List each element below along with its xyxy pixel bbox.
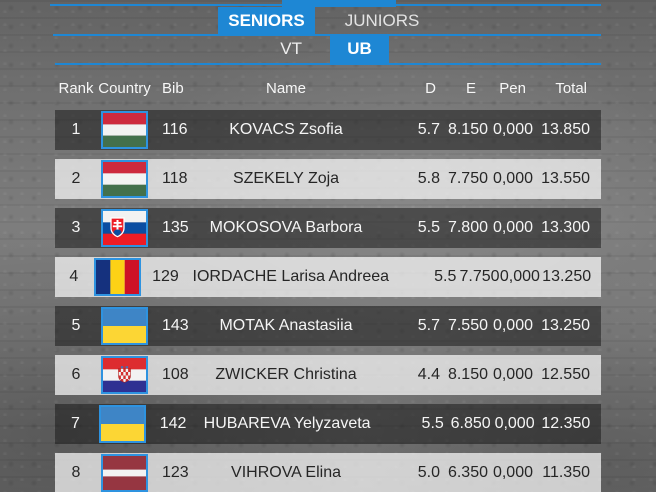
country-cell (97, 307, 152, 345)
tab-ub[interactable]: UB (330, 35, 389, 63)
table-row[interactable]: 1 116 KOVACS Zsofia 5.7 8.150 0,000 13.8… (55, 110, 601, 150)
pen-cell: 0,000 (492, 317, 533, 334)
name-cell: SZEKELY Zoja (232, 170, 340, 187)
ukraine-flag-icon (101, 307, 148, 345)
total-cell: 13.250 (541, 317, 590, 334)
e-score-cell: 8.150 (447, 121, 488, 138)
category-divider-line (53, 34, 601, 36)
rank-cell: 7 (71, 415, 80, 432)
header-rank: Rank (58, 79, 94, 97)
pen-cell: 0,000 (492, 464, 533, 481)
bib-cell: 143 (162, 317, 189, 334)
e-score-cell: 6.850 (450, 415, 491, 432)
country-cell (97, 454, 152, 492)
country-cell (97, 111, 152, 149)
rank-cell: 8 (71, 464, 81, 481)
e-score-cell: 7.800 (447, 219, 488, 236)
pen-cell: 0,000 (492, 170, 533, 187)
ukraine-flag-icon (99, 405, 147, 443)
country-cell (97, 209, 152, 247)
romania-flag-icon (93, 258, 141, 296)
hungary-flag-icon (101, 160, 148, 198)
croatia-flag-icon (101, 356, 148, 394)
header-name: Name (265, 79, 306, 97)
hungary-flag-icon (101, 111, 148, 149)
apparatus-divider-line (55, 63, 601, 65)
pen-cell: 0,000 (494, 415, 535, 432)
bib-cell: 118 (162, 170, 188, 187)
d-score-cell: 4.4 (417, 366, 440, 383)
table-row[interactable]: 8 123 VIHROVA Elina 5.0 6.350 0,000 11.3… (55, 453, 601, 492)
total-cell: 12.350 (541, 415, 591, 432)
header-country: Country (98, 79, 151, 97)
bib-cell: 135 (162, 219, 189, 236)
header-d-score: D (425, 79, 436, 97)
tab-vt[interactable]: VT (280, 39, 302, 58)
top-tab-remnant[interactable] (282, 0, 396, 7)
table-header-row: Rank Country Bib Name D E Pen Total (55, 76, 601, 100)
bib-cell: 116 (162, 121, 188, 138)
d-score-cell: 5.7 (417, 317, 440, 334)
rank-cell: 3 (71, 219, 81, 236)
rank-cell: 6 (71, 366, 81, 383)
table-row[interactable]: 5 143 MOTAK Anastasiia 5.7 7.550 0,000 1… (55, 306, 601, 346)
total-cell: 13.550 (541, 170, 590, 187)
e-score-cell: 8.150 (447, 366, 488, 383)
country-cell (96, 405, 150, 443)
e-score-cell: 7.750 (459, 268, 500, 285)
name-cell: ZWICKER Christina (215, 366, 357, 383)
d-score-cell: 5.5 (421, 415, 444, 432)
pen-cell: 0,000 (499, 268, 540, 285)
rank-cell: 5 (71, 317, 81, 334)
name-cell: KOVACS Zsofia (229, 121, 343, 138)
bib-cell: 123 (162, 464, 189, 481)
name-cell: HUBAREVA Yelyzaveta (203, 415, 371, 432)
e-score-cell: 7.550 (447, 317, 488, 334)
tab-juniors[interactable]: JUNIORS (344, 10, 420, 30)
e-score-cell: 7.750 (447, 170, 488, 187)
total-cell: 13.250 (542, 268, 592, 285)
rank-cell: 2 (71, 170, 81, 187)
table-row[interactable]: 4 129 IORDACHE Larisa Andreea 5.5 7.750 … (55, 257, 601, 297)
e-score-cell: 6.350 (447, 464, 488, 481)
bib-cell: 129 (152, 268, 179, 285)
latvia-flag-icon (101, 454, 148, 492)
country-cell (93, 258, 142, 296)
rank-cell: 4 (69, 268, 79, 285)
name-cell: MOKOSOVA Barbora (209, 219, 363, 236)
bib-cell: 108 (162, 366, 189, 383)
table-row[interactable]: 7 142 HUBAREVA Yelyzaveta 5.5 6.850 0,00… (55, 404, 601, 444)
total-cell: 13.850 (541, 121, 590, 138)
d-score-cell: 5.0 (417, 464, 440, 481)
country-cell (97, 356, 152, 394)
bib-cell: 142 (159, 415, 187, 432)
d-score-cell: 5.7 (417, 121, 440, 138)
table-row[interactable]: 6 108 ZWICKER Christina 4.4 8.150 0,000 … (55, 355, 601, 395)
d-score-cell: 5.5 (417, 219, 440, 236)
results-table-body: 1 116 KOVACS Zsofia 5.7 8.150 0,000 13.8… (55, 110, 601, 492)
name-cell: IORDACHE Larisa Andreea (192, 268, 390, 285)
total-cell: 13.300 (541, 219, 590, 236)
d-score-cell: 5.5 (434, 268, 457, 285)
total-cell: 11.350 (542, 464, 590, 481)
tab-seniors[interactable]: SENIORS (218, 7, 315, 34)
total-cell: 12.550 (541, 366, 590, 383)
pen-cell: 0,000 (492, 121, 533, 138)
pen-cell: 0,000 (492, 366, 533, 383)
slovakia-flag-icon (101, 209, 148, 247)
country-cell (97, 160, 152, 198)
name-cell: VIHROVA Elina (231, 464, 341, 481)
header-e-score: E (465, 79, 476, 97)
pen-cell: 0,000 (492, 219, 533, 236)
table-row[interactable]: 2 118 SZEKELY Zoja 5.8 7.750 0,000 13.55… (55, 159, 601, 199)
table-row[interactable]: 3 135 MOKOSOVA Barbora 5.5 7.800 0,000 1… (55, 208, 601, 248)
header-bib: Bib (162, 79, 184, 97)
header-total: Total (555, 79, 587, 97)
header-pen: Pen (499, 79, 526, 97)
name-cell: MOTAK Anastasiia (219, 317, 353, 334)
d-score-cell: 5.8 (417, 170, 440, 187)
rank-cell: 1 (71, 121, 81, 138)
